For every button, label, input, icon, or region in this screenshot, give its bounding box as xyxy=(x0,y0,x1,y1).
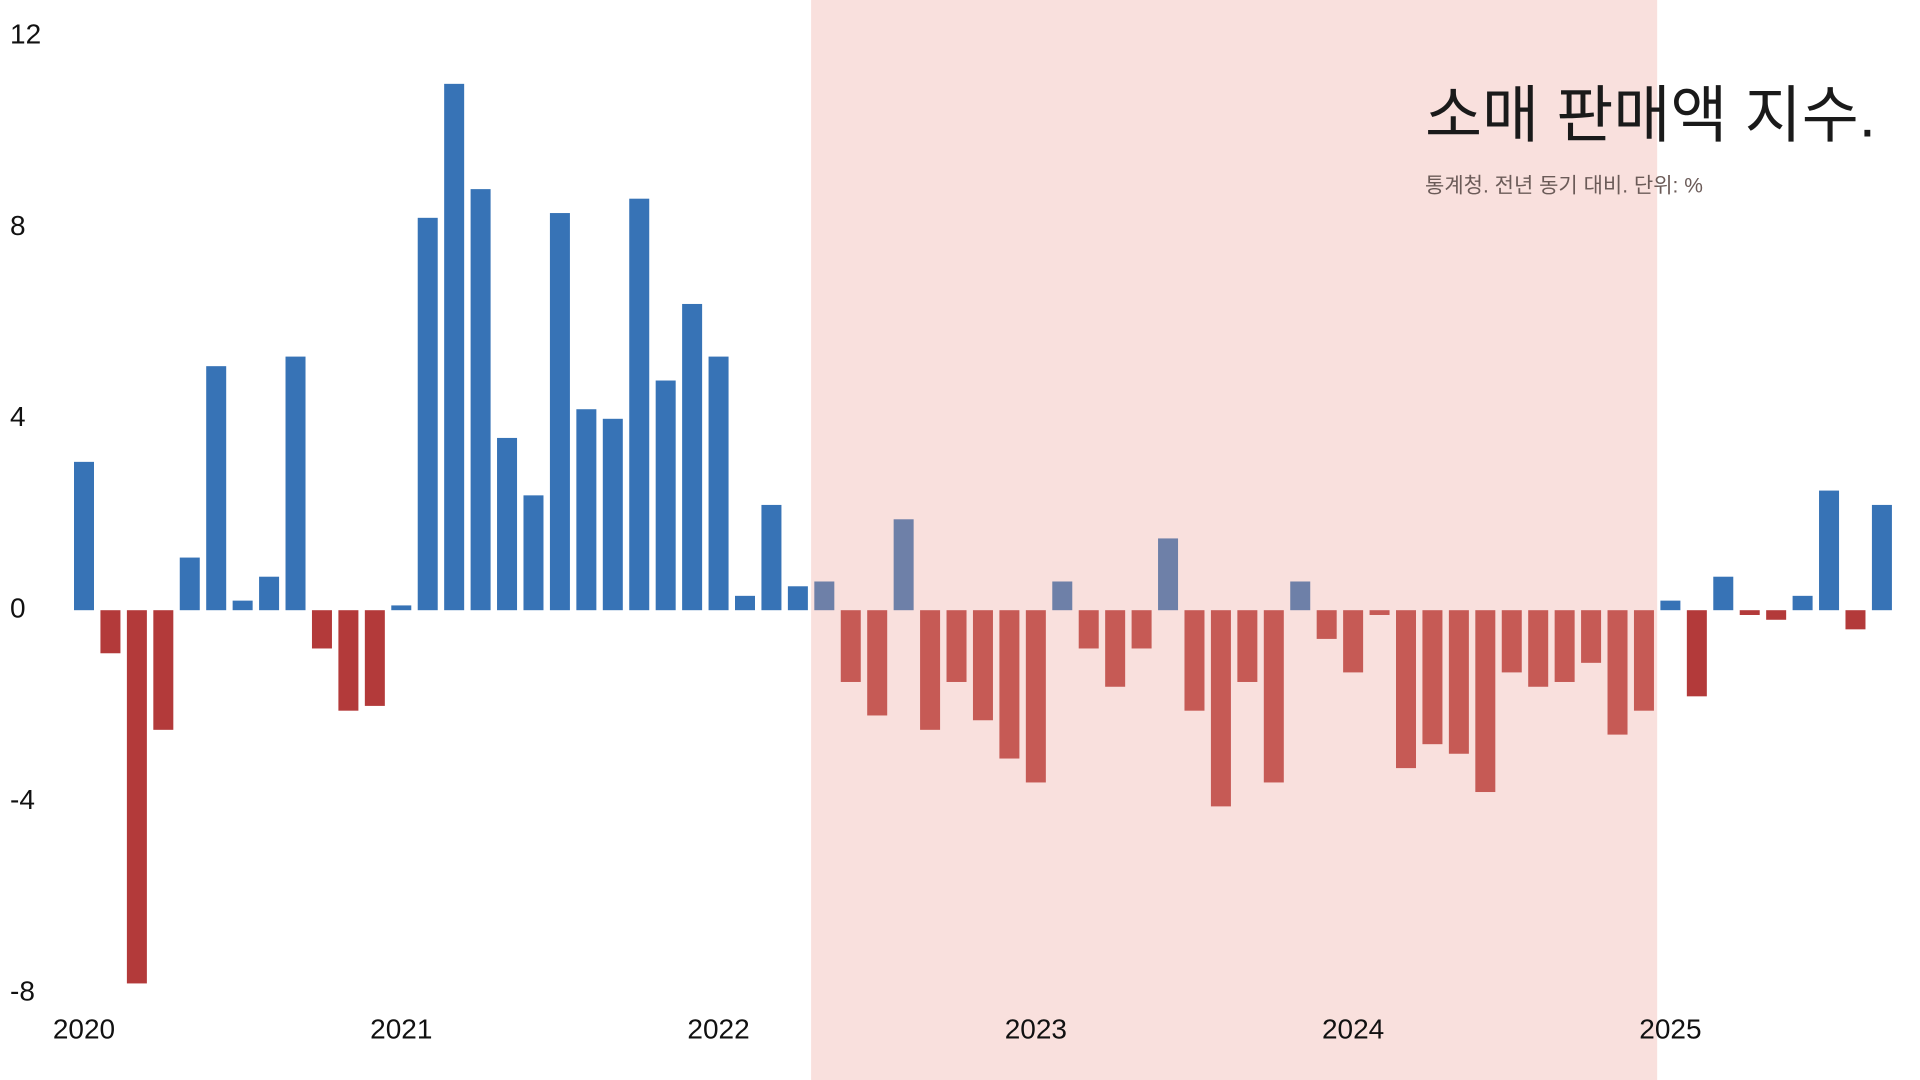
bar xyxy=(1237,610,1258,682)
bar xyxy=(417,217,438,611)
bar xyxy=(1131,610,1152,649)
shaded-period xyxy=(811,0,1658,1080)
bar xyxy=(285,356,306,611)
bar xyxy=(338,610,359,711)
bar xyxy=(1819,490,1840,611)
y-tick-label: 8 xyxy=(10,210,26,241)
y-tick-label: -8 xyxy=(10,975,35,1006)
bar xyxy=(787,586,808,611)
bar xyxy=(1554,610,1575,682)
bar xyxy=(364,610,385,706)
bar xyxy=(126,610,147,984)
bar xyxy=(946,610,967,682)
bar xyxy=(1448,610,1469,754)
bar xyxy=(497,437,518,611)
bar xyxy=(1290,581,1311,611)
y-tick-label: 4 xyxy=(10,401,26,432)
bar xyxy=(1792,595,1813,611)
bar xyxy=(74,461,94,611)
bar xyxy=(179,557,200,611)
bar xyxy=(867,610,888,716)
bar xyxy=(576,409,597,611)
bar xyxy=(206,366,227,611)
bar xyxy=(999,610,1020,759)
bar xyxy=(814,581,835,611)
bar xyxy=(1052,581,1073,611)
bar xyxy=(761,504,782,611)
bar xyxy=(735,595,755,611)
x-tick-label: 2024 xyxy=(1322,1013,1384,1044)
bar xyxy=(1263,610,1284,783)
bar xyxy=(1422,610,1443,745)
bar xyxy=(1343,610,1364,673)
bar xyxy=(1528,610,1549,687)
chart-title: 소매 판매액 지수. xyxy=(1425,81,1876,150)
bar xyxy=(1607,610,1628,735)
bar xyxy=(1158,538,1179,611)
bar xyxy=(629,198,650,611)
bar xyxy=(1475,610,1496,793)
bar xyxy=(523,495,544,611)
bar xyxy=(708,356,729,611)
bar xyxy=(259,576,280,611)
bar xyxy=(1316,610,1337,639)
bar xyxy=(444,83,465,611)
bar xyxy=(1025,610,1046,783)
bar xyxy=(1210,610,1231,807)
chart-subtitle: 통계청. 전년 동기 대비. 단위: % xyxy=(1425,175,1703,198)
bar xyxy=(1686,610,1707,697)
y-tick-label: 12 xyxy=(10,18,41,49)
bar xyxy=(840,610,861,682)
bar xyxy=(232,600,253,611)
bar xyxy=(153,610,174,730)
bar xyxy=(602,418,623,611)
x-tick-label: 2020 xyxy=(53,1013,115,1044)
bar xyxy=(1501,610,1522,673)
bar xyxy=(100,610,121,654)
bar xyxy=(1184,610,1205,711)
bar xyxy=(1660,600,1681,611)
bar xyxy=(1713,576,1734,611)
bar xyxy=(470,189,491,611)
x-tick-label: 2025 xyxy=(1639,1013,1701,1044)
bar xyxy=(655,380,676,611)
bar xyxy=(311,610,332,649)
bar xyxy=(1633,610,1654,711)
bar xyxy=(1871,504,1892,611)
x-tick-label: 2021 xyxy=(370,1013,432,1044)
bar xyxy=(549,213,570,611)
bar xyxy=(1078,610,1099,649)
bar xyxy=(1845,610,1866,630)
bar xyxy=(972,610,993,721)
x-tick-label: 2022 xyxy=(687,1013,749,1044)
bar xyxy=(1766,610,1787,620)
x-tick-label: 2023 xyxy=(1005,1013,1067,1044)
y-tick-label: -4 xyxy=(10,784,35,815)
bar xyxy=(1105,610,1126,687)
bar xyxy=(1739,610,1760,615)
bar xyxy=(1396,610,1416,769)
bar xyxy=(920,610,941,730)
bar xyxy=(1369,610,1390,615)
bar xyxy=(682,303,703,611)
y-tick-label: 0 xyxy=(10,593,26,624)
bar xyxy=(893,519,914,611)
bar xyxy=(1581,610,1602,663)
bar xyxy=(391,605,412,611)
